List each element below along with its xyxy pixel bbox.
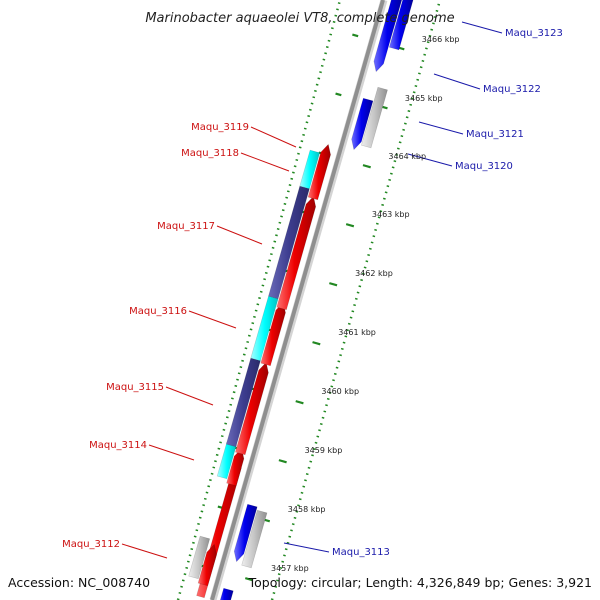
genome-backbone <box>210 0 385 600</box>
gene-label-forward[interactable]: Maqu_3122 <box>483 84 541 95</box>
gene-label-forward[interactable]: Maqu_3120 <box>455 161 513 172</box>
scale-label: 3461 kbp <box>338 328 376 337</box>
outer-tick-mark <box>352 33 359 38</box>
label-leader-line <box>216 225 263 245</box>
reverse-cds-maqu-3112 <box>197 543 217 587</box>
label-leader-line <box>407 153 453 167</box>
label-leader-line <box>188 310 237 329</box>
gene-label-reverse[interactable]: Maqu_3115 <box>106 382 164 393</box>
label-leader-line <box>240 152 290 172</box>
forward-cds-maqu-3120 <box>351 97 374 151</box>
label-leader-line <box>148 444 195 461</box>
inner-tick-mark <box>278 459 287 464</box>
label-leader-line <box>433 73 481 90</box>
gene-label-forward[interactable]: Maqu_3123 <box>505 28 563 39</box>
gene-label-reverse[interactable]: Maqu_3112 <box>62 539 120 550</box>
inner-tick-mark <box>295 400 304 405</box>
inner-tick-mark <box>312 341 321 346</box>
forward-cds-maqu-3122 <box>373 0 403 73</box>
genome-title: Marinobacter aquaeolei VT8, complete gen… <box>145 11 454 26</box>
scale-label: 3465 kbp <box>405 94 443 103</box>
gene-label-reverse[interactable]: Maqu_3116 <box>129 306 187 317</box>
rna-maqu-3112 <box>188 535 211 580</box>
scale-label: 3460 kbp <box>321 387 359 396</box>
forward-cds-maqu-3113 <box>233 503 258 563</box>
gene-label-reverse[interactable]: Maqu_3117 <box>157 221 215 232</box>
scale-label: 3466 kbp <box>422 35 460 44</box>
scale-label: 3458 kbp <box>288 505 326 514</box>
gene-label-forward[interactable]: Maqu_3121 <box>466 129 524 140</box>
rna-maqu-3113 <box>241 509 268 569</box>
scale-label: 3457 kbp <box>271 564 309 573</box>
inner-tick-mark <box>362 164 371 169</box>
label-leader-line <box>461 21 503 34</box>
scale-label: 3463 kbp <box>372 210 410 219</box>
scale-label: 3462 kbp <box>355 269 393 278</box>
gene-label-forward[interactable]: Maqu_3113 <box>332 547 390 558</box>
cds-maqu-3118 <box>299 149 321 190</box>
reverse-cds-maqu-3115 <box>235 361 269 456</box>
inner-tick-mark <box>345 223 355 228</box>
rna-maqu-3121 <box>361 86 388 149</box>
label-leader-line <box>165 386 214 406</box>
scale-label: 3464 kbp <box>388 152 426 161</box>
label-leader-line <box>418 121 464 135</box>
cds-maqu-3114 <box>216 441 237 480</box>
inner-tick-mark <box>244 577 254 582</box>
reverse-cds-maqu-3118 <box>307 143 331 201</box>
label-leader-line <box>250 126 297 148</box>
forward-cds-maqu-3123 <box>388 0 414 51</box>
forward-cds-bottom <box>219 587 234 600</box>
topology-text: Topology: circular; Length: 4,326,849 bp… <box>248 575 592 590</box>
label-leader-line <box>283 542 330 553</box>
inner-tick-mark <box>329 282 338 287</box>
reverse-cds-maqu-3117 <box>276 195 317 311</box>
accession-text: Accession: NC_008740 <box>8 575 150 590</box>
gene-label-reverse[interactable]: Maqu_3119 <box>191 122 249 133</box>
outer-tick-mark <box>335 92 342 97</box>
gene-label-reverse[interactable]: Maqu_3118 <box>181 148 239 159</box>
scale-label: 3459 kbp <box>305 446 343 455</box>
gene-label-reverse[interactable]: Maqu_3114 <box>89 440 147 451</box>
label-leader-line <box>121 543 168 559</box>
